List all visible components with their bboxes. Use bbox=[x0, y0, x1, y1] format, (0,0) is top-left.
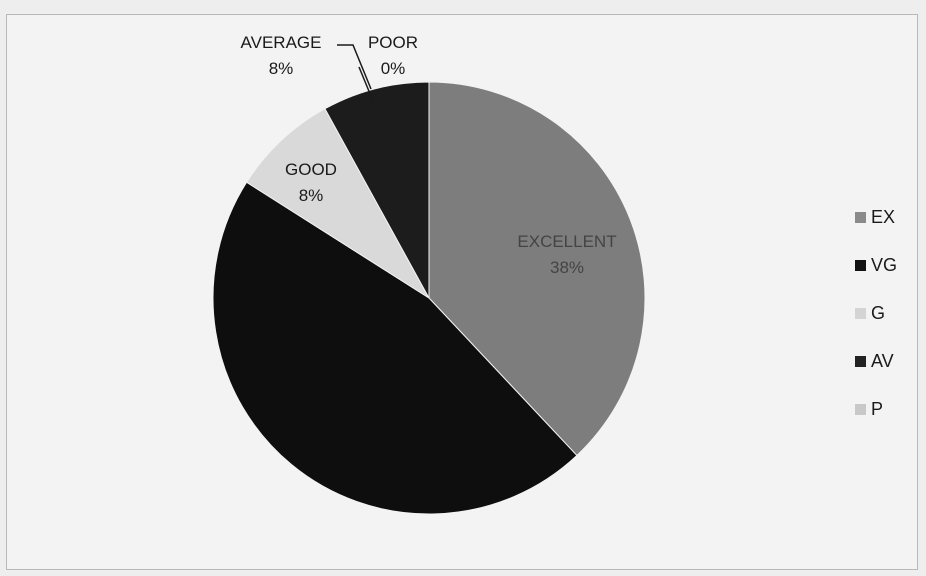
chart-legend: EX VG G AV P bbox=[855, 193, 919, 433]
legend-item-vg: VG bbox=[855, 241, 919, 289]
slice-value-poor: 0% bbox=[381, 59, 406, 78]
legend-swatch-av bbox=[855, 355, 866, 367]
legend-swatch-g bbox=[855, 307, 866, 319]
legend-swatch-ex bbox=[855, 211, 866, 223]
legend-item-p: P bbox=[855, 385, 919, 433]
leader-line-average bbox=[337, 44, 372, 90]
slice-value-excellent: 38% bbox=[550, 258, 584, 277]
pie-slice-average bbox=[324, 81, 430, 299]
legend-label-p: P bbox=[871, 398, 884, 419]
slice-value-average: 8% bbox=[269, 59, 294, 78]
legend-item-ex: EX bbox=[855, 193, 919, 241]
legend-label-vg: VG bbox=[871, 254, 898, 275]
pie-slice-excellent bbox=[428, 81, 646, 457]
legend-label-ex: EX bbox=[871, 206, 896, 227]
pie-chart: EXCELLENT 38% GOOD 8% AVERAGE 8% POOR 0% bbox=[212, 33, 646, 515]
legend-item-av: AV bbox=[855, 337, 919, 385]
slice-label-good: GOOD bbox=[285, 160, 337, 179]
pie-slice-very-good bbox=[212, 181, 578, 515]
slice-value-good: 8% bbox=[299, 186, 324, 205]
slice-label-average: AVERAGE bbox=[241, 33, 322, 52]
legend-swatch-vg bbox=[855, 259, 866, 271]
legend-swatch-p bbox=[855, 403, 866, 415]
legend-label-g: G bbox=[871, 302, 886, 323]
legend-label-av: AV bbox=[871, 350, 894, 371]
leader-line-poor bbox=[358, 66, 374, 102]
legend-item-g: G bbox=[855, 289, 919, 337]
slice-label-excellent: EXCELLENT bbox=[517, 232, 616, 251]
slice-label-poor: POOR bbox=[368, 33, 418, 52]
chart-frame: EXCELLENT 38% GOOD 8% AVERAGE 8% POOR 0% EX VG … bbox=[6, 14, 918, 570]
pie-slice-good bbox=[245, 108, 430, 299]
